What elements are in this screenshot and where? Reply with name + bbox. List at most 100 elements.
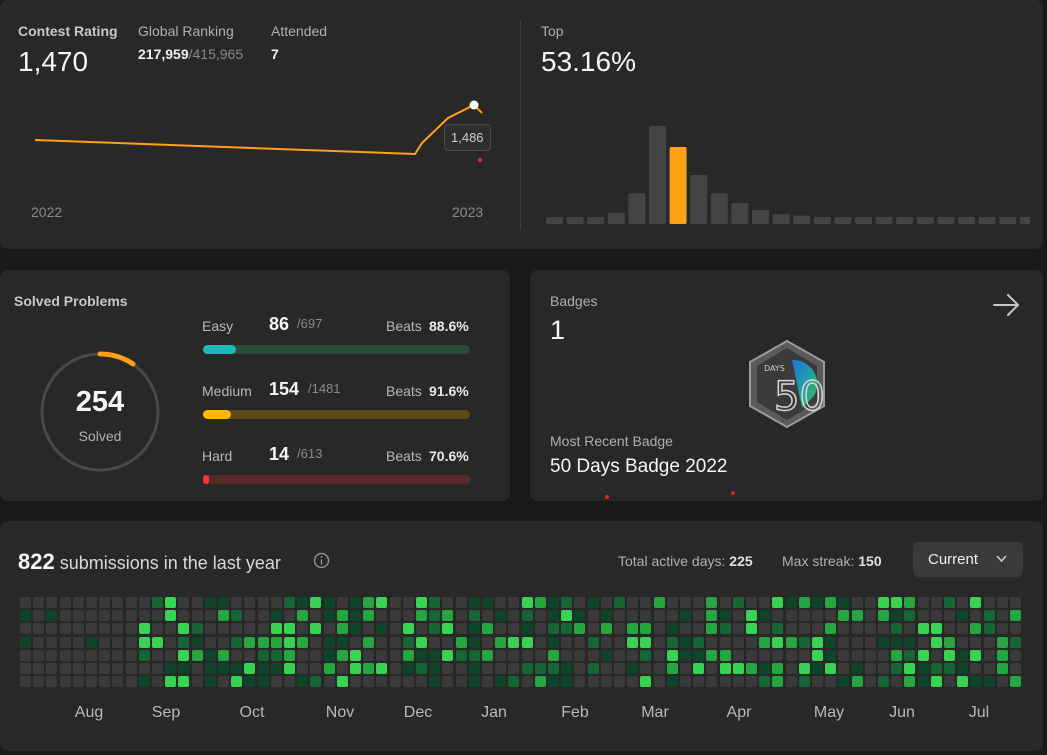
heatmap-cell[interactable] bbox=[257, 663, 269, 674]
heatmap-cell[interactable] bbox=[600, 597, 612, 608]
heatmap-cell[interactable] bbox=[930, 649, 942, 661]
heatmap-cell[interactable] bbox=[970, 610, 982, 622]
heatmap-cell[interactable] bbox=[455, 676, 467, 688]
heatmap-cell[interactable] bbox=[389, 610, 401, 622]
heatmap-cell[interactable] bbox=[336, 610, 348, 622]
heatmap-cell[interactable] bbox=[138, 623, 150, 635]
heatmap-cell[interactable] bbox=[706, 636, 718, 648]
heatmap-cell[interactable] bbox=[878, 610, 889, 622]
heatmap-cell[interactable] bbox=[310, 597, 322, 608]
heatmap-cell[interactable] bbox=[191, 663, 203, 674]
heatmap-cell[interactable] bbox=[561, 610, 573, 622]
heatmap-cell[interactable] bbox=[534, 676, 546, 688]
heatmap-cell[interactable] bbox=[270, 597, 282, 608]
heatmap-cell[interactable] bbox=[310, 663, 322, 674]
heatmap-cell[interactable] bbox=[86, 663, 97, 674]
heatmap-cell[interactable] bbox=[878, 676, 889, 688]
heatmap-cell[interactable] bbox=[244, 610, 256, 622]
heatmap-cell[interactable] bbox=[706, 610, 718, 622]
heatmap-cell[interactable] bbox=[270, 676, 282, 688]
heatmap-cell[interactable] bbox=[204, 636, 216, 648]
heatmap-cell[interactable] bbox=[178, 649, 190, 661]
heatmap-cell[interactable] bbox=[165, 597, 177, 608]
heatmap-cell[interactable] bbox=[785, 610, 797, 622]
heatmap-cell[interactable] bbox=[46, 676, 58, 688]
heatmap-cell[interactable] bbox=[72, 597, 84, 608]
heatmap-cell[interactable] bbox=[468, 676, 480, 688]
heatmap-cell[interactable] bbox=[600, 663, 612, 674]
heatmap-cell[interactable] bbox=[350, 676, 361, 688]
heatmap-cell[interactable] bbox=[244, 597, 256, 608]
heatmap-cell[interactable] bbox=[402, 636, 414, 648]
heatmap-cell[interactable] bbox=[600, 636, 612, 648]
heatmap-cell[interactable] bbox=[640, 636, 652, 648]
heatmap-cell[interactable] bbox=[627, 610, 639, 622]
heatmap-cell[interactable] bbox=[125, 663, 137, 674]
heatmap-cell[interactable] bbox=[957, 676, 969, 688]
heatmap-cell[interactable] bbox=[284, 649, 295, 661]
heatmap-cell[interactable] bbox=[666, 610, 678, 622]
heatmap-cell[interactable] bbox=[614, 636, 625, 648]
heatmap-cell[interactable] bbox=[983, 623, 995, 635]
heatmap-cell[interactable] bbox=[732, 610, 744, 622]
heatmap-cell[interactable] bbox=[152, 610, 163, 622]
heatmap-cell[interactable] bbox=[561, 597, 573, 608]
heatmap-cell[interactable] bbox=[666, 636, 678, 648]
heatmap-cell[interactable] bbox=[468, 597, 480, 608]
heatmap-cell[interactable] bbox=[878, 649, 889, 661]
heatmap-cell[interactable] bbox=[178, 623, 190, 635]
heatmap-cell[interactable] bbox=[970, 636, 982, 648]
heatmap-cell[interactable] bbox=[759, 649, 771, 661]
heatmap-cell[interactable] bbox=[534, 623, 546, 635]
heatmap-cell[interactable] bbox=[574, 663, 586, 674]
heatmap-cell[interactable] bbox=[693, 649, 705, 661]
heatmap-cell[interactable] bbox=[904, 636, 916, 648]
heatmap-cell[interactable] bbox=[191, 610, 203, 622]
heatmap-cell[interactable] bbox=[812, 649, 823, 661]
heatmap-cell[interactable] bbox=[812, 636, 823, 648]
heatmap-cell[interactable] bbox=[600, 610, 612, 622]
heatmap-cell[interactable] bbox=[482, 663, 493, 674]
heatmap-cell[interactable] bbox=[508, 636, 520, 648]
heatmap-cell[interactable] bbox=[944, 649, 955, 661]
heatmap-cell[interactable] bbox=[231, 623, 243, 635]
heatmap-cell[interactable] bbox=[706, 663, 718, 674]
heatmap-cell[interactable] bbox=[297, 649, 309, 661]
heatmap-cell[interactable] bbox=[191, 676, 203, 688]
heatmap-cell[interactable] bbox=[191, 623, 203, 635]
heatmap-cell[interactable] bbox=[614, 676, 625, 688]
heatmap-cell[interactable] bbox=[996, 610, 1008, 622]
heatmap-cell[interactable] bbox=[825, 623, 837, 635]
heatmap-cell[interactable] bbox=[72, 649, 84, 661]
heatmap-cell[interactable] bbox=[983, 636, 995, 648]
heatmap-cell[interactable] bbox=[416, 597, 427, 608]
heatmap-cell[interactable] bbox=[99, 663, 111, 674]
heatmap-cell[interactable] bbox=[86, 649, 97, 661]
heatmap-cell[interactable] bbox=[231, 636, 243, 648]
heatmap-cell[interactable] bbox=[627, 623, 639, 635]
heatmap-cell[interactable] bbox=[310, 649, 322, 661]
heatmap-cell[interactable] bbox=[996, 597, 1008, 608]
heatmap-cell[interactable] bbox=[59, 623, 71, 635]
heatmap-cell[interactable] bbox=[165, 649, 177, 661]
heatmap-cell[interactable] bbox=[534, 649, 546, 661]
heatmap-cell[interactable] bbox=[376, 623, 388, 635]
heatmap-cell[interactable] bbox=[521, 636, 533, 648]
heatmap-cell[interactable] bbox=[680, 636, 691, 648]
heatmap-cell[interactable] bbox=[72, 623, 84, 635]
heatmap-cell[interactable] bbox=[165, 636, 177, 648]
heatmap-cell[interactable] bbox=[20, 663, 31, 674]
heatmap-cell[interactable] bbox=[587, 623, 599, 635]
heatmap-cell[interactable] bbox=[297, 676, 309, 688]
heatmap-cell[interactable] bbox=[983, 649, 995, 661]
heatmap-cell[interactable] bbox=[891, 610, 903, 622]
heatmap-cell[interactable] bbox=[904, 623, 916, 635]
heatmap-cell[interactable] bbox=[33, 623, 45, 635]
heatmap-cell[interactable] bbox=[759, 676, 771, 688]
heatmap-cell[interactable] bbox=[363, 597, 375, 608]
heatmap-cell[interactable] bbox=[257, 610, 269, 622]
heatmap-cell[interactable] bbox=[204, 676, 216, 688]
heatmap-cell[interactable] bbox=[270, 636, 282, 648]
heatmap-cell[interactable] bbox=[785, 649, 797, 661]
heatmap-cell[interactable] bbox=[20, 610, 31, 622]
